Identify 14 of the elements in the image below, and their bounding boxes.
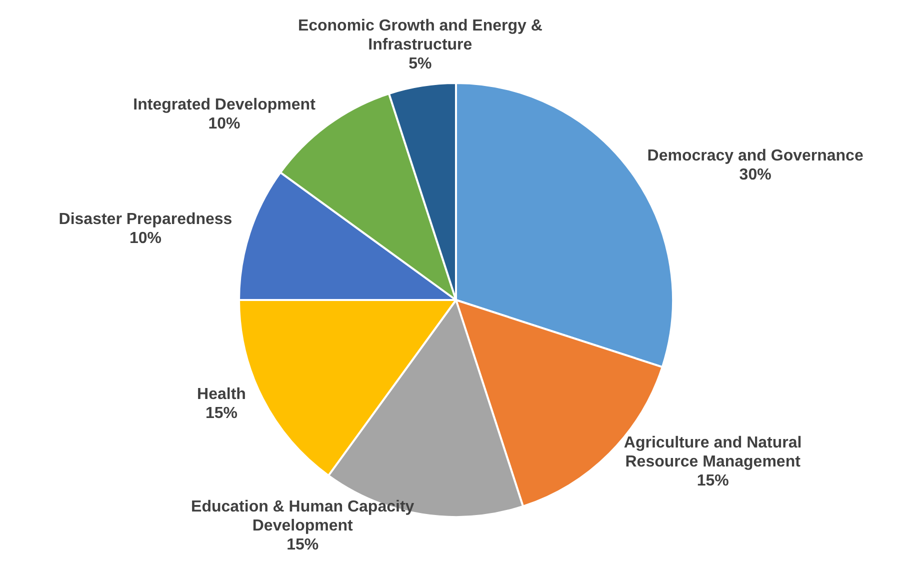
data-label: 5% (408, 56, 432, 73)
slice-label: Economic Growth and Energy & Infrastructure (298, 18, 543, 54)
data-label: 30% (739, 166, 772, 184)
data-label: 15% (696, 472, 729, 490)
data-label: 15% (205, 404, 238, 422)
slice-label: Disaster Preparedness (58, 211, 232, 228)
data-label: 10% (208, 116, 240, 133)
slice-label: Integrated Development (133, 96, 316, 114)
slice-label: Democracy and Governance (647, 147, 864, 164)
data-label: 15% (286, 536, 319, 554)
data-label: 10% (129, 230, 162, 248)
slice-label: Health (197, 386, 246, 403)
slice-label: Education & Human Capacity Development (191, 498, 414, 535)
slice-label: Agriculture and Natural Resource Management (624, 434, 802, 470)
